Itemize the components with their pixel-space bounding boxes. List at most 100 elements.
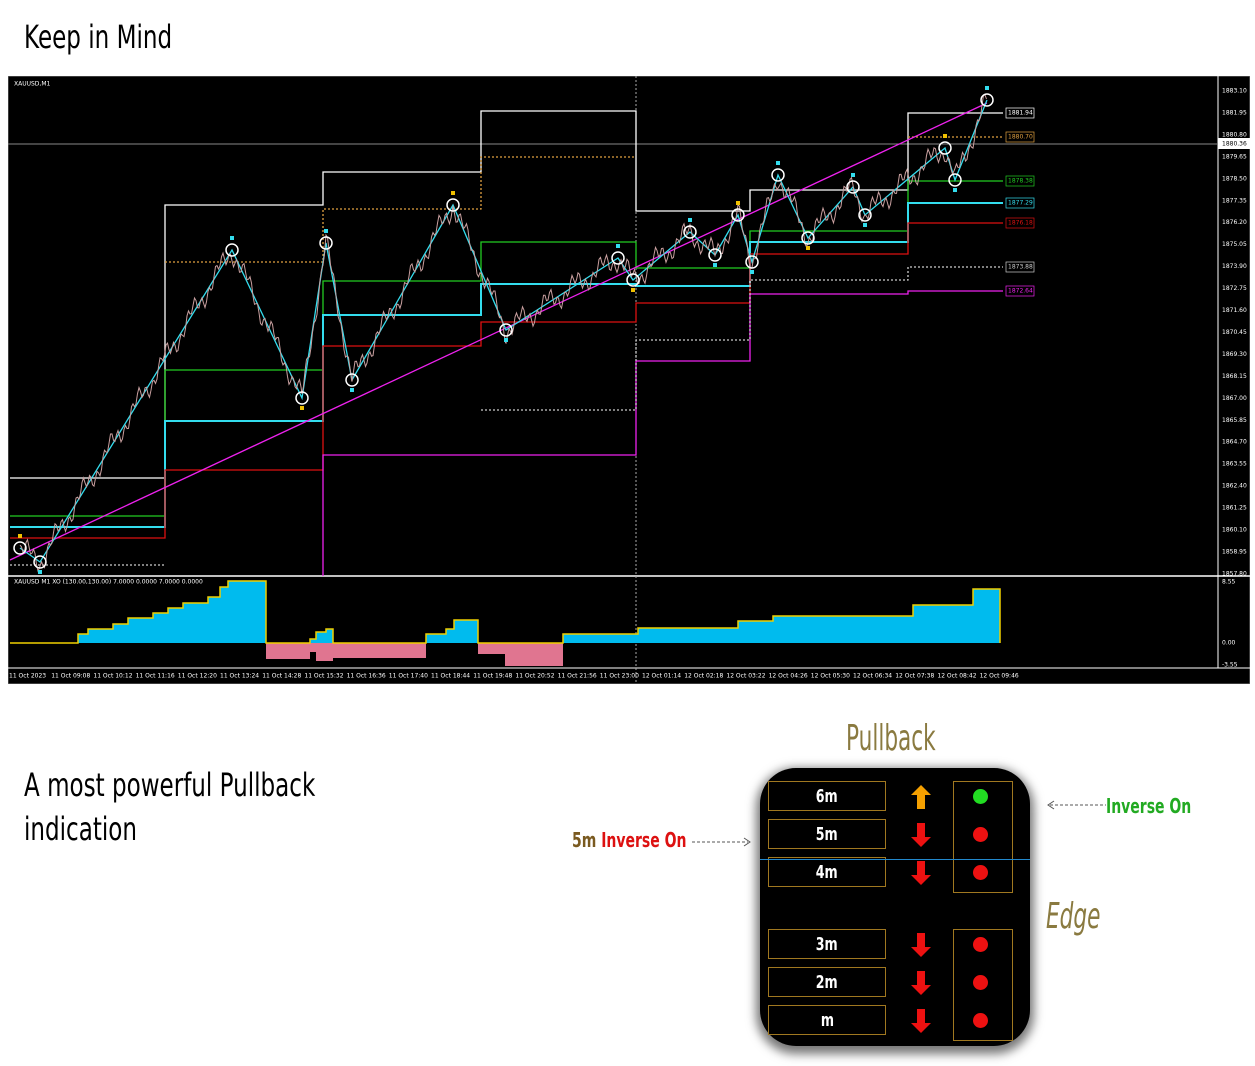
- status-dot: [973, 865, 988, 880]
- arrow-shape: [911, 971, 931, 995]
- dot-group: [953, 781, 1013, 893]
- x-tick-label: 12 Oct 06:34: [853, 673, 892, 680]
- timeframe-button[interactable]: 3m: [768, 929, 886, 959]
- y-tick-label: 1881.95: [1222, 109, 1247, 116]
- pivot-flag: [750, 270, 754, 274]
- level-box: [1005, 261, 1035, 273]
- x-tick-label: 12 Oct 03:22: [726, 673, 765, 680]
- pivot-marker: [33, 555, 47, 569]
- level-box: [1005, 131, 1035, 143]
- x-tick-label: 11 Oct 21:56: [558, 673, 597, 680]
- x-tick-label: 11 Oct 15:32: [304, 673, 343, 680]
- x-tick-label: 11 Oct 16:36: [347, 673, 386, 680]
- y-tick-label: 1863.55: [1222, 461, 1247, 468]
- x-tick-label: 12 Oct 08:42: [937, 673, 976, 680]
- pivot-marker: [938, 141, 952, 155]
- arrow-shape: [911, 1009, 931, 1033]
- y-tick-label: 1869.30: [1222, 351, 1247, 358]
- pivot-marker: [626, 273, 640, 287]
- direction-arrow: [911, 1009, 931, 1033]
- pivot-flag: [616, 244, 620, 248]
- pivot-marker: [708, 248, 722, 262]
- pivot-marker: [801, 231, 815, 245]
- arrow-shape: [911, 861, 931, 885]
- pivot-marker: [980, 93, 994, 107]
- pivot-marker: [499, 323, 513, 337]
- timeframe-label: 6m: [816, 786, 838, 807]
- pivot-marker: [319, 236, 333, 250]
- timeframe-label: 3m: [816, 934, 838, 955]
- direction-arrow: [911, 971, 931, 995]
- pivot-marker: [948, 173, 962, 187]
- timeframe-label: 2m: [816, 972, 838, 993]
- x-tick-label: 12 Oct 02:18: [684, 673, 723, 680]
- timeframe-button[interactable]: m: [768, 1005, 886, 1035]
- x-tick-label: 11 Oct 23:00: [600, 673, 639, 680]
- timeframe-label: 5m: [816, 824, 838, 845]
- level-label: 1881.94: [1008, 110, 1033, 117]
- x-tick-label: 11 Oct 09:08: [51, 673, 90, 680]
- timeframe-button[interactable]: 5m: [768, 819, 886, 849]
- indicator-tick-label: 0.00: [1222, 640, 1236, 647]
- pivot-flag: [38, 570, 42, 574]
- y-tick-label: 1864.70: [1222, 439, 1247, 446]
- indicator-name: XAUUSD M1 XO (130.00,130.00) 7.0000 0.00…: [14, 579, 203, 586]
- level-label: 1872.64: [1008, 288, 1033, 295]
- y-tick-label: 1873.90: [1222, 263, 1247, 270]
- pivot-flag: [230, 236, 234, 240]
- direction-arrow: [911, 785, 931, 809]
- y-tick-label: 1877.35: [1222, 197, 1247, 204]
- level-label: 1877.29: [1008, 200, 1033, 207]
- y-tick-label: 1868.15: [1222, 373, 1247, 380]
- status-dot: [973, 937, 988, 952]
- status-dot: [973, 827, 988, 842]
- pivot-marker: [858, 208, 872, 222]
- level-label: 1880.70: [1008, 134, 1033, 141]
- direction-arrow: [911, 823, 931, 847]
- arrow-shape: [911, 823, 931, 847]
- note-text: Inverse On: [601, 828, 687, 852]
- y-tick-label: 1870.45: [1222, 329, 1247, 336]
- pivot-flag: [776, 161, 780, 165]
- edge-line: [760, 859, 1030, 860]
- level-box: [1005, 175, 1035, 187]
- y-tick-label: 1857.80: [1222, 570, 1247, 577]
- pivot-marker: [225, 243, 239, 257]
- status-dot: [973, 1013, 988, 1028]
- timeframe-button[interactable]: 6m: [768, 781, 886, 811]
- x-tick-label: 12 Oct 05:30: [811, 673, 850, 680]
- y-tick-label: 1858.95: [1222, 548, 1247, 555]
- pivot-flag: [851, 173, 855, 177]
- pivot-marker: [771, 168, 785, 182]
- panel-title: Pullback: [846, 718, 936, 759]
- direction-arrow: [911, 933, 931, 957]
- pivot-flag: [688, 218, 692, 222]
- level-label: 1873.88: [1008, 264, 1033, 271]
- status-dot: [973, 975, 988, 990]
- x-tick-label: 12 Oct 07:38: [895, 673, 934, 680]
- pivot-flag: [736, 201, 740, 205]
- timeframe-label: m: [820, 1010, 834, 1031]
- level-box: [1005, 285, 1035, 297]
- pivot-flag: [713, 263, 717, 267]
- pivot-marker: [611, 251, 625, 265]
- level-label: 1878.38: [1008, 178, 1033, 185]
- x-tick-label: 11 Oct 17:40: [389, 673, 428, 680]
- timeframe-button[interactable]: 4m: [768, 857, 886, 887]
- pivot-flag: [300, 406, 304, 410]
- timeframe-button[interactable]: 2m: [768, 967, 886, 997]
- arrow-shape: [911, 785, 931, 809]
- y-tick-label: 1862.40: [1222, 483, 1247, 490]
- pivot-flag: [806, 246, 810, 250]
- level-box: [1005, 217, 1035, 229]
- x-tick-label: 12 Oct 04:26: [769, 673, 808, 680]
- description-line: A most powerful Pullback: [24, 766, 316, 804]
- right-note: Inverse On: [1106, 794, 1192, 818]
- y-tick-label: 1860.10: [1222, 527, 1247, 534]
- y-tick-label: 1879.65: [1222, 153, 1247, 160]
- pivot-flag: [985, 86, 989, 90]
- pivot-flag: [324, 229, 328, 233]
- status-dot: [973, 789, 988, 804]
- x-tick-label: 11 Oct 14:28: [262, 673, 301, 680]
